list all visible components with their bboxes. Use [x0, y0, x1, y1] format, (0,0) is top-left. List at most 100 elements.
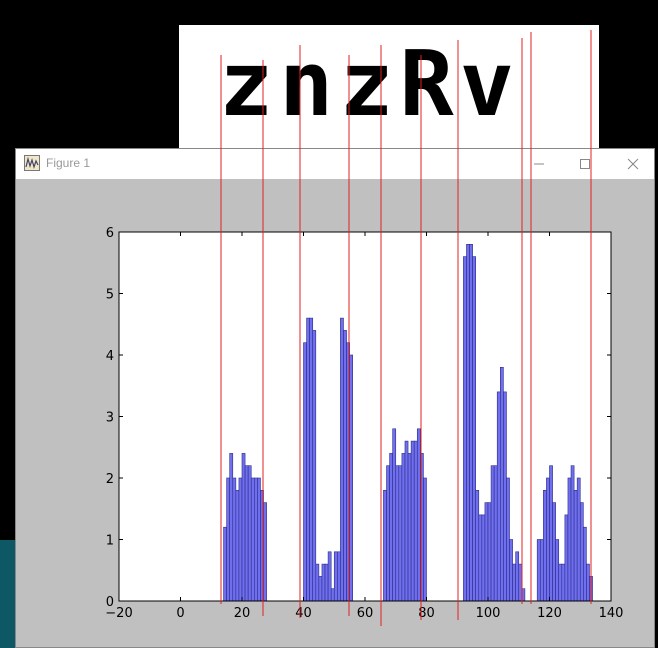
y-tick-label: 3	[106, 411, 114, 426]
histogram-bar	[410, 440, 415, 602]
histogram-bar	[493, 465, 498, 602]
histogram-bar	[413, 440, 418, 602]
histogram-bar	[244, 465, 249, 602]
histogram-bar	[324, 563, 329, 602]
histogram-bar	[499, 367, 504, 602]
histogram-bar	[250, 477, 255, 602]
histogram-bar	[232, 477, 237, 602]
minimize-icon	[534, 163, 544, 165]
matplotlib-app-icon	[24, 155, 40, 171]
histogram-bar	[484, 502, 489, 602]
histogram-bar	[561, 563, 566, 602]
histogram-bar	[487, 502, 492, 602]
title-bar[interactable]: Figure 1	[16, 149, 654, 179]
histogram-bar	[463, 256, 467, 602]
histogram-bar	[235, 489, 240, 602]
histogram-bar	[539, 539, 544, 602]
close-icon	[627, 158, 639, 170]
histogram-bar	[481, 514, 486, 602]
histogram-bar	[512, 563, 516, 602]
close-button[interactable]	[610, 149, 656, 179]
histogram-bar	[260, 489, 264, 602]
histogram-bar	[238, 477, 243, 602]
histogram-bar	[555, 539, 560, 602]
x-tick-label: 100	[476, 606, 501, 621]
histogram-bar	[509, 539, 513, 602]
histogram-bar	[567, 477, 572, 602]
x-tick-label: 80	[418, 606, 435, 621]
histogram-bar	[389, 453, 393, 602]
histogram-bar	[395, 465, 400, 602]
histogram-bar	[564, 514, 569, 602]
y-tick-label: 6	[106, 226, 114, 241]
histogram-bar	[254, 477, 258, 602]
y-tick-label: 4	[106, 349, 114, 364]
maximize-icon	[580, 159, 590, 169]
histogram-bar	[346, 342, 350, 602]
y-tick-label: 5	[106, 288, 114, 303]
histogram-bar	[416, 428, 421, 602]
x-tick-label: 120	[537, 606, 562, 621]
histogram-bar	[303, 342, 307, 602]
x-tick-label: 20	[234, 606, 251, 621]
histogram-bar	[383, 489, 387, 602]
x-tick-label: 60	[357, 606, 374, 621]
histogram-bar	[515, 551, 520, 602]
window-title: Figure 1	[46, 156, 91, 170]
histogram-bar	[306, 317, 310, 602]
histogram-bar	[506, 477, 510, 602]
x-tick-label: 0	[176, 606, 184, 621]
histogram-bar	[263, 502, 267, 602]
histogram-bar	[407, 453, 412, 602]
histogram-bar	[496, 391, 501, 602]
y-tick-label: 2	[106, 472, 114, 487]
histogram-bar	[349, 354, 354, 602]
histogram-bar	[478, 514, 483, 602]
histogram-bar	[318, 576, 323, 602]
minimize-button[interactable]	[516, 149, 562, 179]
histogram-bar	[333, 551, 338, 602]
histogram-bar	[340, 317, 344, 602]
histogram-bar	[549, 465, 553, 602]
histogram-bar	[223, 526, 227, 602]
histogram-bar	[398, 465, 403, 602]
x-tick-label: −20	[105, 606, 132, 621]
histogram-bar	[343, 330, 347, 602]
histogram-bar	[521, 588, 526, 602]
histogram-bar	[466, 244, 470, 602]
histogram-bar	[472, 256, 477, 602]
histogram-bar	[229, 453, 234, 602]
maximize-button[interactable]	[562, 149, 608, 179]
histogram-bar	[337, 551, 341, 602]
histogram-bar	[469, 244, 473, 602]
histogram-bar	[386, 465, 390, 602]
histogram-bar	[503, 391, 507, 602]
histogram-bar	[257, 477, 261, 602]
histogram-bar	[321, 563, 326, 602]
histogram-bar	[401, 453, 406, 602]
histogram-bar	[552, 502, 556, 602]
histogram-bar	[546, 477, 550, 602]
histogram-bar	[423, 477, 427, 602]
histogram-bar	[247, 465, 252, 602]
y-tick-label: 1	[106, 534, 114, 549]
histogram-bar	[490, 465, 495, 602]
figure-window[interactable]: Figure 1 −20 0 20 40 60 80 100 120 140 0 1 2 3 4 5 6	[15, 148, 655, 648]
histogram-bar	[558, 563, 563, 602]
histogram-bar	[475, 489, 480, 602]
histogram-bar	[309, 317, 314, 602]
histogram-bar	[543, 489, 547, 602]
captcha-image: znzRv	[179, 25, 599, 150]
histogram-bar	[518, 563, 523, 602]
histogram-bar	[420, 453, 424, 602]
histogram-bar	[330, 588, 335, 602]
histogram-bar	[312, 330, 317, 602]
x-tick-label: 40	[295, 606, 312, 621]
captcha-text: znzRv	[219, 32, 520, 137]
histogram-bar	[589, 576, 593, 602]
plot-area	[119, 232, 611, 601]
histogram-bar	[392, 428, 397, 602]
histogram-bar	[226, 477, 231, 602]
histogram-bar	[586, 563, 590, 602]
